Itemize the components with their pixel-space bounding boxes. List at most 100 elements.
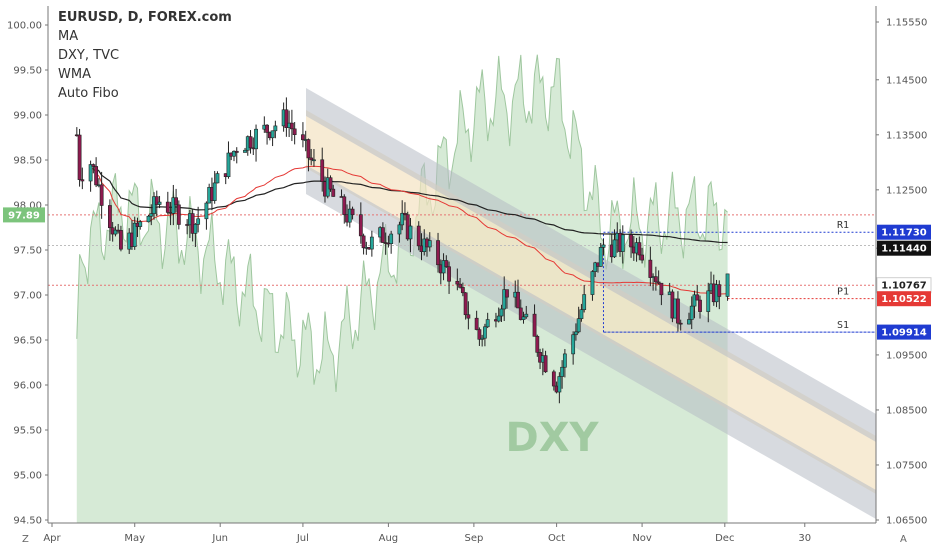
candle-body [637,242,642,256]
candle-body [154,196,159,205]
legend-item-ma[interactable]: MA [58,29,79,44]
r1-price-badge: 1.11730 [881,228,927,239]
fib-channel-upper-band [306,88,876,442]
candle-body [458,283,462,288]
candle-body [254,128,258,150]
candle-body [152,196,156,214]
candle-body [88,164,93,182]
candle-body [483,326,487,339]
timezone-button[interactable]: Z [22,534,29,545]
candle-body [698,299,702,312]
candle-body [358,214,363,237]
legend-symbol[interactable]: EURUSD, D, FOREX.com [58,10,232,25]
fib-channel-lower-band [306,165,876,519]
candle-body [557,376,562,393]
right-tick-label: 1.09500 [886,350,927,361]
candle-body [659,282,664,296]
candle-body [516,291,520,309]
candle-body [653,276,658,283]
candle-body [232,150,236,157]
candle-body [284,109,289,129]
sma-price-badge: 1.11440 [881,244,927,255]
candle-body [226,152,231,178]
right-tick-label: 1.06500 [886,516,927,527]
dxy-price-badge: 97.89 [8,210,40,221]
candle-body [455,280,460,285]
candle-body [695,294,700,301]
candle-body [543,355,548,373]
candle-body [171,197,176,214]
candle-body [331,188,336,197]
auto-scale-button[interactable]: A [900,534,907,545]
candle-body [165,201,170,213]
candle-body [350,208,355,215]
candle-body [243,149,247,153]
candle-body [477,329,482,340]
left-tick-label: 97.00 [13,291,42,302]
candle-body [94,166,99,186]
candle-body [463,292,468,316]
candle-body [174,197,178,206]
candle-body [562,353,567,368]
candle-body [612,239,617,258]
candle-body [108,205,112,229]
candle-body [215,173,220,184]
candle-body [689,305,694,320]
right-tick-label: 1.07500 [886,461,927,472]
candle-body [499,308,504,317]
candle-body [389,233,394,244]
candle-body [571,334,576,355]
candle-body [725,273,730,297]
x-tick-label: Nov [632,533,652,544]
left-tick-label: 96.50 [13,336,42,347]
candle-body [273,125,278,132]
x-tick-label: Aug [379,533,399,544]
candle-body [292,128,297,135]
candle-body [676,298,680,324]
candle-body [427,240,432,248]
x-tick-label: Apr [43,533,61,544]
legend-item-wma[interactable]: WMA [58,67,91,82]
candle-body [306,139,311,159]
candle-body [466,314,471,319]
right-axis-bg [876,0,932,550]
candle-body [77,134,82,180]
dxy-watermark: DXY [505,415,599,461]
legend-item-auto-fibo[interactable]: Auto Fibo [58,86,119,101]
left-tick-label: 99.00 [13,111,42,122]
candle-body [535,336,540,353]
dxy-area-fill [76,54,728,523]
candle-body [590,271,595,295]
right-tick-label: 1.13500 [886,130,927,141]
candle-body [656,281,661,284]
candle-body [347,208,352,223]
candle-body [328,177,333,190]
candle-body [474,317,479,330]
candle-body [524,313,529,318]
candle-body [342,196,347,215]
candle-body [196,218,201,225]
left-tick-label: 95.50 [13,426,42,437]
candle-body [518,307,523,320]
candle-body [149,213,154,217]
candle-body [678,322,683,325]
candle-body [80,179,85,182]
x-tick-label: Dec [715,533,734,544]
last-price-badge: 1.10767 [881,281,927,292]
legend-item-dxy[interactable]: DXY, TVC [58,48,120,63]
candle-body [496,315,501,322]
candle-body [582,294,587,310]
candle-body [270,130,275,139]
candle-body [138,221,143,227]
candle-body [601,244,606,248]
candle-body [193,224,198,234]
right-tick-label: 1.12500 [886,185,927,196]
x-tick-label: Sep [464,533,483,544]
sma-price-badge-bg [877,240,931,256]
candle-body [447,266,451,282]
candle-body [204,202,209,220]
candle-body [265,124,269,133]
candle-body [436,240,440,266]
left-tick-label: 97.50 [13,246,42,257]
